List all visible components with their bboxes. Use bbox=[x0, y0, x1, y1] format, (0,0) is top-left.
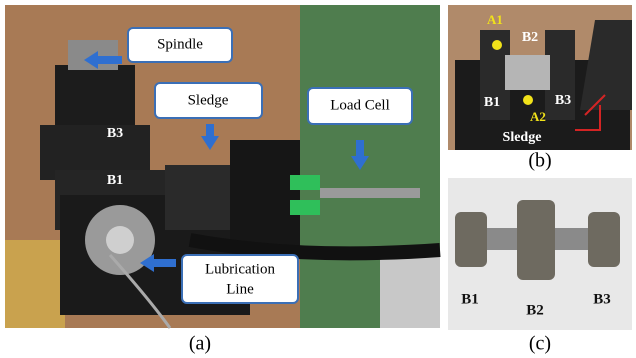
label: Line bbox=[226, 281, 254, 297]
label: B2 bbox=[522, 30, 538, 45]
label: B1 bbox=[461, 291, 479, 307]
label: B3 bbox=[107, 126, 123, 141]
caption: (c) bbox=[529, 333, 551, 355]
panel-b-photo bbox=[448, 5, 632, 150]
label: B3 bbox=[555, 93, 571, 108]
figure: Spindle Sledge Load Cell Lubrication Lin… bbox=[0, 0, 636, 358]
label: Sledge bbox=[188, 92, 229, 108]
label: Spindle bbox=[157, 36, 203, 52]
label: Lubrication bbox=[205, 261, 275, 277]
label: B1 bbox=[107, 173, 123, 188]
label: A2 bbox=[530, 109, 546, 124]
label: B3 bbox=[593, 291, 611, 307]
label: Sledge bbox=[503, 130, 542, 145]
label: A1 bbox=[487, 12, 503, 27]
caption: (b) bbox=[528, 150, 551, 172]
label: Load Cell bbox=[330, 97, 390, 113]
label: B2 bbox=[526, 302, 544, 318]
caption: (a) bbox=[189, 333, 211, 355]
label: B1 bbox=[484, 95, 500, 110]
